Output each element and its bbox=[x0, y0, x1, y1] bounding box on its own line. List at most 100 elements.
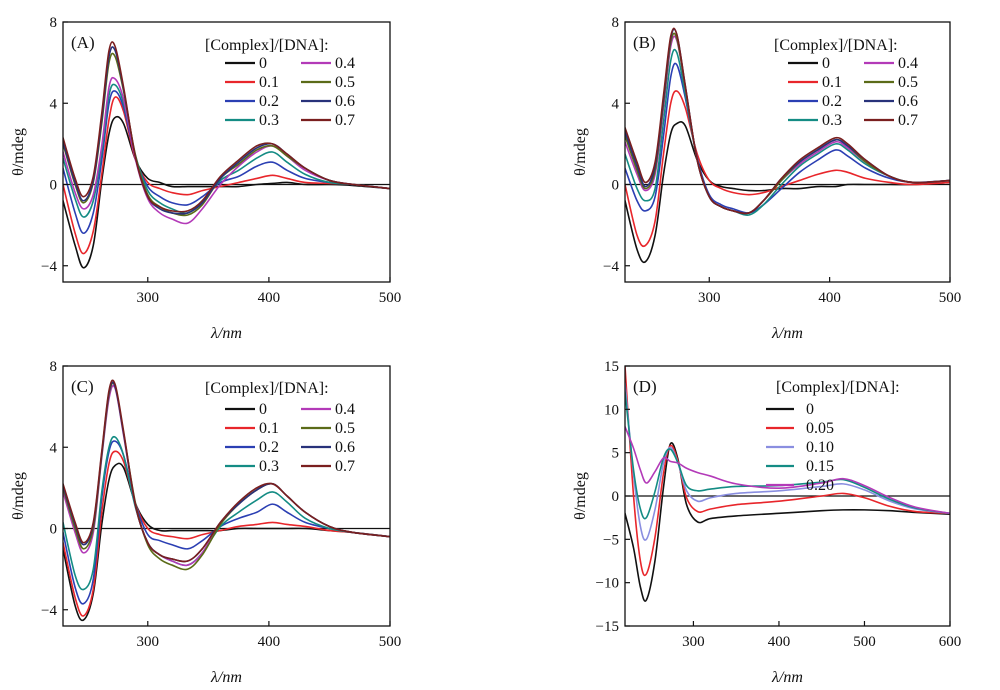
legend-title: [Complex]/[DNA]: bbox=[776, 379, 900, 396]
panel-label: (C) bbox=[71, 377, 94, 396]
y-tick-label: 4 bbox=[612, 96, 620, 112]
legend-title: [Complex]/[DNA]: bbox=[205, 37, 329, 54]
x-axis-title: λ/nm bbox=[210, 669, 242, 686]
series-group bbox=[63, 41, 390, 269]
panel-label: (D) bbox=[633, 377, 657, 396]
legend-label-0.7: 0.7 bbox=[898, 112, 918, 129]
legend-label-0.4: 0.4 bbox=[898, 55, 918, 72]
panel-label: (B) bbox=[633, 33, 656, 52]
x-tick-label: 400 bbox=[258, 290, 281, 306]
legend-label-0.05: 0.05 bbox=[806, 420, 834, 437]
series-line-0.10 bbox=[625, 382, 950, 541]
series-line-0.1 bbox=[63, 450, 390, 617]
legend-label-0.6: 0.6 bbox=[335, 93, 355, 110]
legend-label-0.2: 0.2 bbox=[822, 93, 842, 110]
series-line-0 bbox=[625, 442, 950, 602]
legend-label-0: 0 bbox=[259, 55, 267, 72]
series-line-0.20 bbox=[625, 425, 950, 515]
legend-label-0.10: 0.10 bbox=[806, 439, 834, 456]
series-line-0.15 bbox=[625, 391, 950, 520]
legend-label-0.6: 0.6 bbox=[898, 93, 918, 110]
legend: [Complex]/[DNA]:00.10.20.30.40.50.60.7 bbox=[774, 37, 918, 129]
series-line-0.7 bbox=[63, 41, 390, 213]
y-tick-label: 0 bbox=[50, 178, 58, 194]
legend-label-0.3: 0.3 bbox=[822, 112, 842, 129]
x-tick-label: 300 bbox=[698, 290, 721, 306]
y-tick-label: −4 bbox=[41, 603, 57, 619]
series-line-0.2 bbox=[63, 90, 390, 235]
legend-label-0.1: 0.1 bbox=[259, 74, 279, 91]
plot-frame bbox=[62, 21, 391, 283]
series-line-0.1 bbox=[625, 90, 950, 248]
legend-label-0.20: 0.20 bbox=[806, 477, 834, 494]
series-line-0.7 bbox=[625, 27, 950, 215]
panel-label: (A) bbox=[71, 33, 95, 52]
y-tick-label: 8 bbox=[50, 359, 58, 375]
legend: [Complex]/[DNA]: 0 0.05 0.10 0.15 0.20 bbox=[766, 379, 900, 494]
legend-label-0.4: 0.4 bbox=[335, 55, 355, 72]
x-tick-label: 500 bbox=[379, 634, 402, 650]
y-tick-label: 8 bbox=[612, 15, 620, 31]
y-tick-label: 4 bbox=[50, 440, 58, 456]
series-line-0.2 bbox=[625, 62, 950, 214]
x-tick-label: 400 bbox=[258, 634, 281, 650]
x-axis-title: λ/nm bbox=[771, 669, 803, 686]
panel-a: 300 400 500 −4 0 4 8 λ/nm θ/mdeg (A) [Complex]/[DN… bbox=[10, 15, 401, 342]
legend-label-0.5: 0.5 bbox=[335, 420, 355, 437]
panel-d: 300 400 500 600 −15 −10 −5 0 5 10 15 λ/nm θ/mdeg (D) [… bbox=[572, 359, 961, 686]
legend-label-0.5: 0.5 bbox=[898, 74, 918, 91]
legend-label-0: 0 bbox=[806, 401, 814, 418]
legend-label-0.2: 0.2 bbox=[259, 439, 279, 456]
x-tick-label: 500 bbox=[379, 290, 402, 306]
legend-title: [Complex]/[DNA]: bbox=[205, 380, 329, 397]
y-tick-label: 10 bbox=[604, 402, 619, 418]
series-group bbox=[63, 379, 390, 622]
plot-frame bbox=[624, 21, 951, 283]
series-group bbox=[625, 27, 950, 264]
x-axis-title: λ/nm bbox=[771, 325, 803, 342]
legend-label-0.2: 0.2 bbox=[259, 93, 279, 110]
legend: [Complex]/[DNA]:00.10.20.30.40.50.60.7 bbox=[205, 37, 355, 129]
legend-label-0.6: 0.6 bbox=[335, 439, 355, 456]
y-tick-label: −4 bbox=[41, 259, 57, 275]
legend: [Complex]/[DNA]: 0 0.1 0.2 0.3 0.4 0.5 0.6 0.7 bbox=[205, 380, 355, 475]
x-tick-label: 600 bbox=[939, 634, 962, 650]
y-axis-title: θ/mdeg bbox=[572, 472, 589, 520]
x-tick-label: 300 bbox=[682, 634, 705, 650]
y-axis-title: θ/mdeg bbox=[10, 128, 27, 176]
series-line-0.7 bbox=[63, 379, 390, 563]
series-line-0.3 bbox=[63, 83, 390, 218]
legend-label-0.7: 0.7 bbox=[335, 112, 355, 129]
legend-label-0: 0 bbox=[259, 401, 267, 418]
series-line-0.05 bbox=[625, 366, 950, 577]
y-tick-label: 0 bbox=[50, 522, 58, 538]
series-group bbox=[625, 366, 950, 602]
panel-c: 300 400 500 −4 0 4 8 λ/nm θ/mdeg (C) [Complex]/[DN… bbox=[10, 359, 401, 686]
panel-b: 300 400 500 −4 0 4 8 λ/nm θ/mdeg (B) [Complex]/[DN… bbox=[572, 15, 961, 342]
legend-label-0.3: 0.3 bbox=[259, 458, 279, 475]
x-tick-label: 400 bbox=[818, 290, 841, 306]
x-tick-label: 500 bbox=[939, 290, 962, 306]
y-tick-label: −15 bbox=[596, 619, 619, 635]
y-tick-label: 15 bbox=[604, 359, 619, 375]
legend-label-0.3: 0.3 bbox=[259, 112, 279, 129]
y-tick-label: −5 bbox=[603, 532, 619, 548]
series-line-0.1 bbox=[63, 96, 390, 255]
series-line-0 bbox=[63, 115, 390, 269]
legend-label-0.15: 0.15 bbox=[806, 458, 834, 475]
legend-label-0.4: 0.4 bbox=[335, 401, 355, 418]
y-tick-label: 0 bbox=[612, 178, 620, 194]
legend-label-0.7: 0.7 bbox=[335, 458, 355, 475]
legend-label-0.1: 0.1 bbox=[259, 420, 279, 437]
series-line-0 bbox=[625, 120, 950, 264]
x-tick-label: 400 bbox=[768, 634, 791, 650]
y-tick-label: 4 bbox=[50, 96, 58, 112]
x-tick-label: 500 bbox=[853, 634, 876, 650]
x-axis-title: λ/nm bbox=[210, 325, 242, 342]
legend-title: [Complex]/[DNA]: bbox=[774, 37, 898, 54]
plot-frame bbox=[62, 365, 391, 627]
x-tick-label: 300 bbox=[137, 634, 160, 650]
y-axis-title: θ/mdeg bbox=[572, 128, 589, 176]
legend-label-0: 0 bbox=[822, 55, 830, 72]
